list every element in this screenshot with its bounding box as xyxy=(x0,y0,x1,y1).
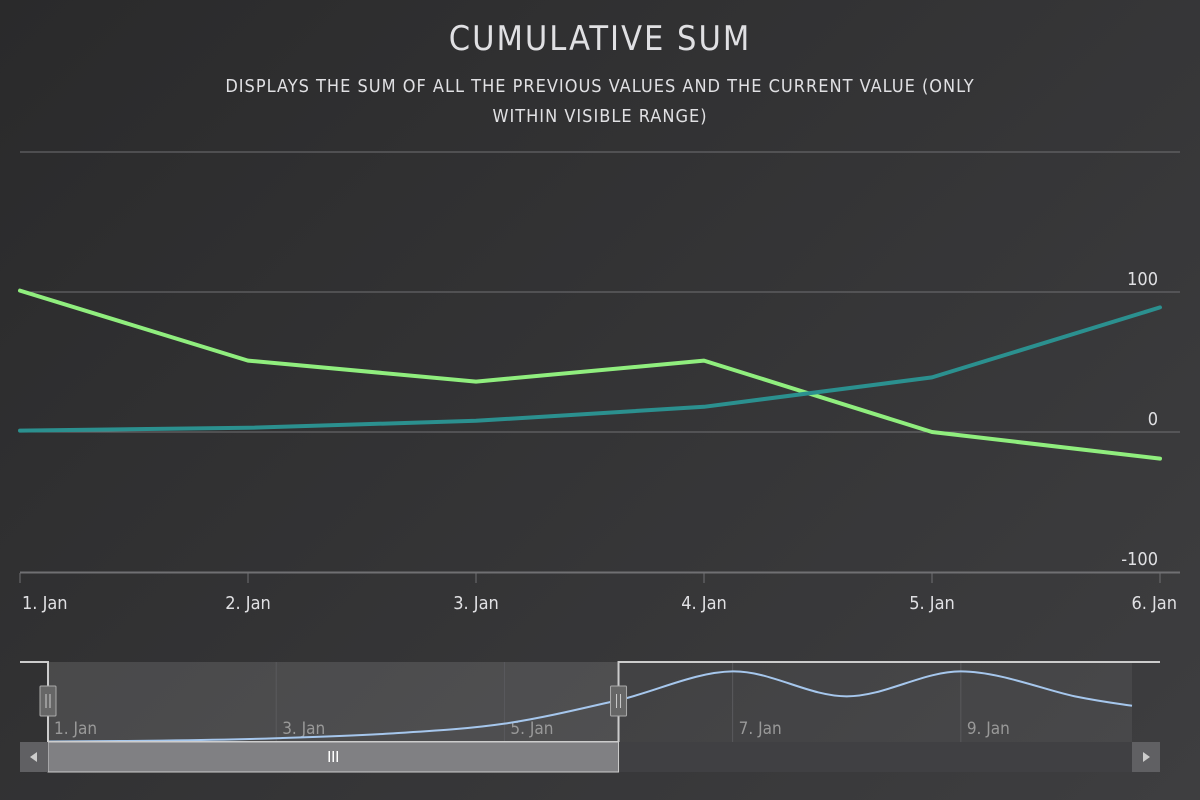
scrollbar-left-button[interactable] xyxy=(20,742,48,772)
navigator-outside-mask xyxy=(618,662,1132,742)
x-tick-label: 5. Jan xyxy=(909,593,955,614)
navigator-right-handle[interactable] xyxy=(610,685,628,717)
navigator-tick-label: 9. Jan xyxy=(967,719,1010,739)
chevron-left-icon xyxy=(30,752,37,762)
x-tick-label: 1. Jan xyxy=(22,593,68,614)
handle-body[interactable] xyxy=(610,685,628,717)
navigator-tick-label: 3. Jan xyxy=(282,719,325,739)
series-line-1[interactable] xyxy=(18,288,1162,461)
chart-subtitle-line-1: Displays the sum of all the previous val… xyxy=(225,76,974,97)
navigator-tick-label: 1. Jan xyxy=(54,719,97,739)
navigator-left-handle[interactable] xyxy=(39,685,57,717)
plot-area: 100 0 -100 1. Jan 2. Jan 3. Jan 4. Jan 5. Jan 6.… xyxy=(18,151,1180,614)
navigator-tick-label: 5. Jan xyxy=(510,719,553,739)
navigator-tick-label: 7. Jan xyxy=(739,719,782,739)
series-line-2[interactable] xyxy=(18,305,1162,433)
y-tick-label: 0 xyxy=(1148,409,1158,430)
navigator-selected-range[interactable] xyxy=(48,662,619,742)
chevron-right-icon xyxy=(1143,752,1150,762)
y-tick-label: 100 xyxy=(1127,269,1158,290)
x-tick-label: 3. Jan xyxy=(453,593,499,614)
y-tick-label: -100 xyxy=(1121,549,1158,570)
scrollbar-right-button[interactable] xyxy=(1132,742,1160,772)
x-tick-label: 4. Jan xyxy=(681,593,727,614)
navigator[interactable]: 1. Jan 3. Jan 5. Jan 7. Jan 9. Jan xyxy=(20,661,1160,773)
x-tick-label: 6. Jan xyxy=(1131,593,1177,614)
handle-body[interactable] xyxy=(39,685,57,717)
x-tick-label: 2. Jan xyxy=(225,593,271,614)
chart-title: Cumulative Sum xyxy=(449,19,752,59)
chart-subtitle-line-2: within visible range) xyxy=(492,106,707,127)
